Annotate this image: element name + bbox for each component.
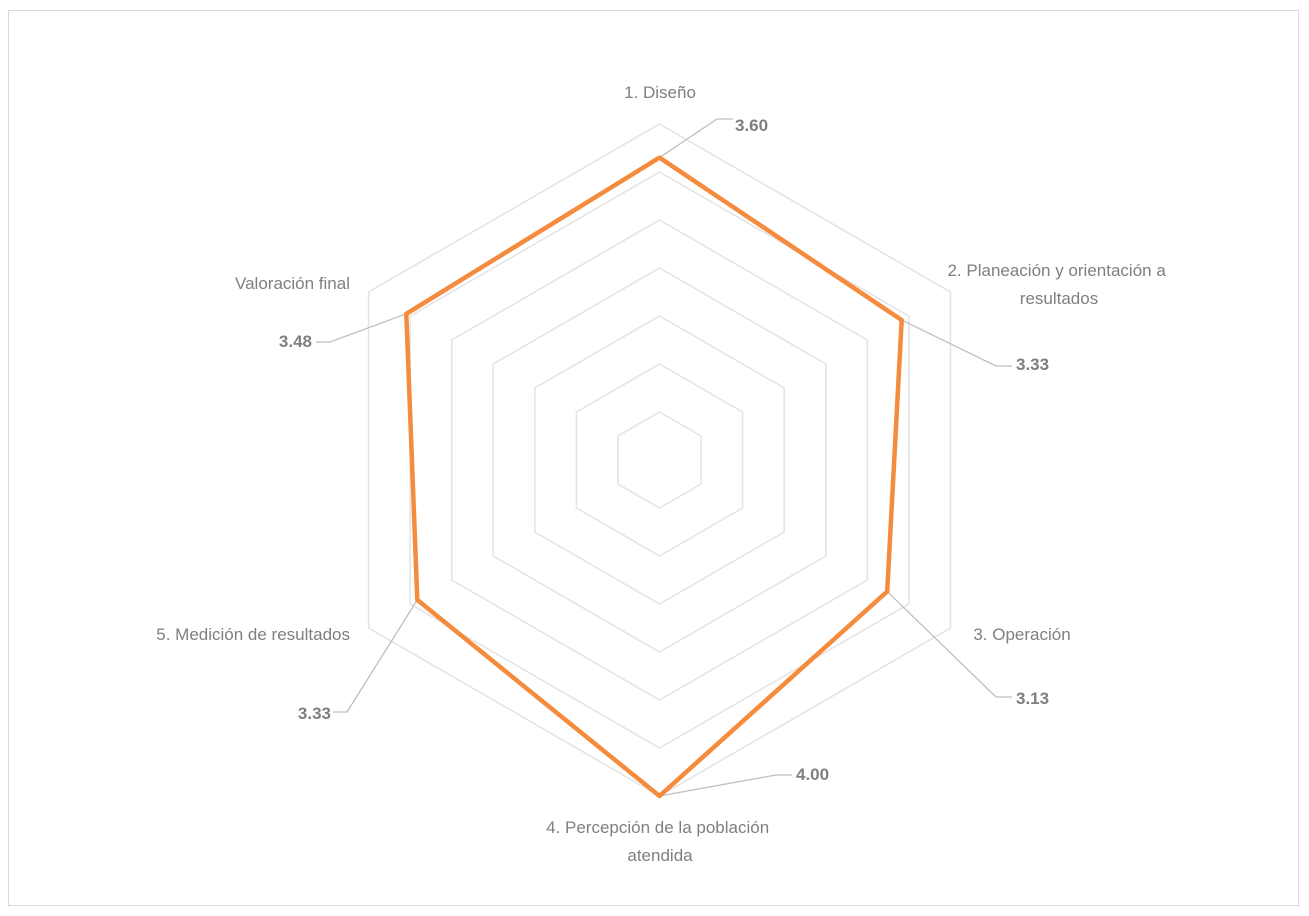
gridline-ring-3 bbox=[534, 315, 785, 605]
leader-line-diseno bbox=[659, 118, 733, 159]
category-label-operacion: 3. Operación bbox=[973, 625, 1070, 644]
data-label-valoracion: 3.48 bbox=[279, 332, 312, 351]
data-label-percepcion: 4.00 bbox=[796, 765, 829, 784]
category-label-valoracion: Valoración final bbox=[235, 274, 350, 293]
data-label-diseno: 3.60 bbox=[735, 116, 768, 135]
leader-line-operacion bbox=[886, 591, 1012, 698]
leader-line-percepcion bbox=[659, 774, 792, 797]
leader-lines bbox=[316, 118, 1012, 797]
gridline-ring-7 bbox=[367, 123, 952, 797]
series-layer bbox=[404, 155, 904, 799]
series-line bbox=[404, 155, 904, 799]
data-label-operacion: 3.13 bbox=[1016, 689, 1049, 708]
gridline-ring-6 bbox=[409, 171, 910, 749]
gridline-ring-2 bbox=[575, 363, 744, 557]
category-label-planeacion: 2. Planeación y orientación a resultados bbox=[947, 261, 1170, 308]
gridline-ring-5 bbox=[450, 219, 869, 701]
gridline-ring-1 bbox=[617, 411, 702, 509]
data-label-planeacion: 3.33 bbox=[1016, 355, 1049, 374]
leader-line-planeacion bbox=[901, 319, 1012, 367]
radar-grid bbox=[367, 123, 952, 797]
gridline-ring-4 bbox=[492, 267, 827, 653]
data-label-medicion: 3.33 bbox=[298, 704, 331, 723]
category-label-diseno: 1. Diseño bbox=[624, 83, 696, 102]
leader-line-medicion bbox=[333, 599, 418, 713]
category-label-medicion: 5. Medición de resultados bbox=[156, 625, 350, 644]
category-label-percepcion: 4. Percepción de la población atendida bbox=[546, 818, 774, 865]
leader-line-valoracion bbox=[316, 313, 407, 343]
